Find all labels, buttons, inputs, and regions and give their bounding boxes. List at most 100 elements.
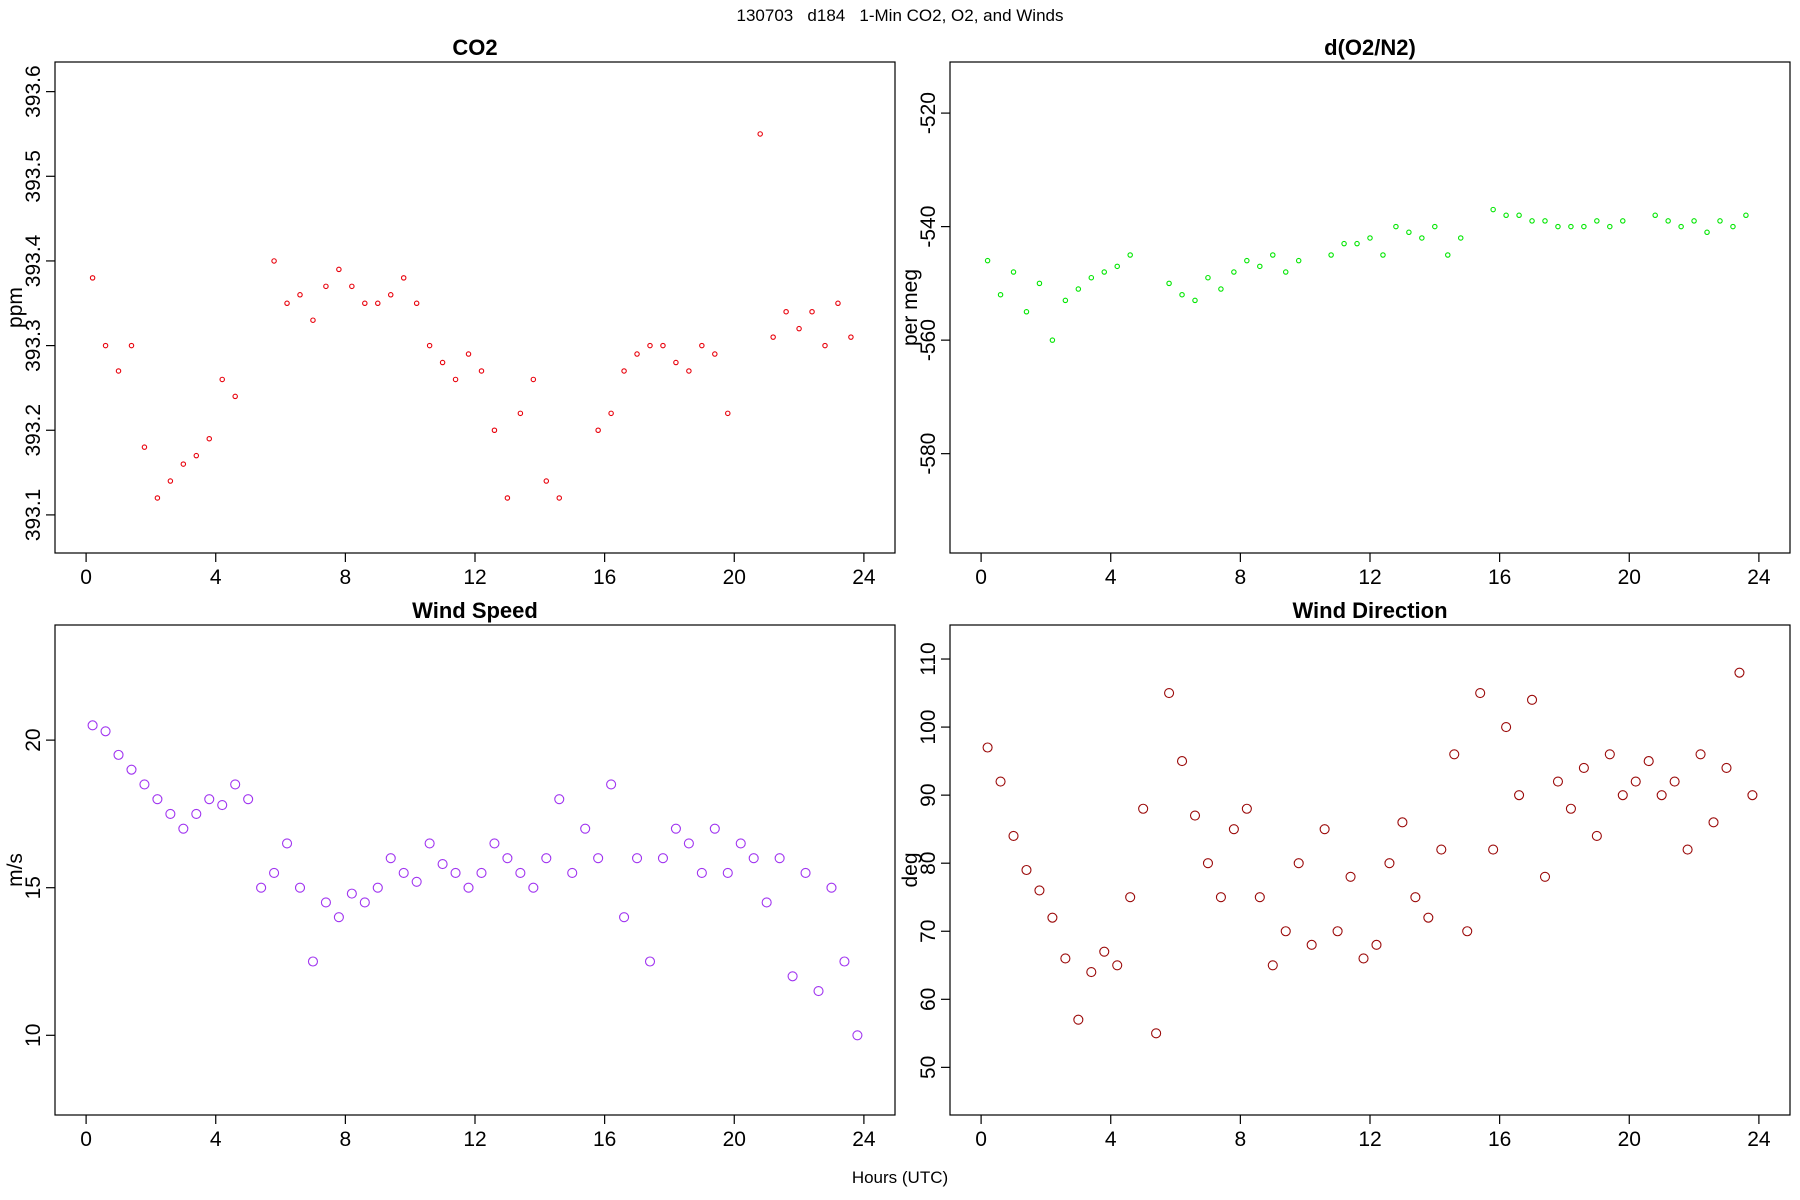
wind-speed-point: [139, 779, 150, 790]
o2n2-point: [1516, 212, 1522, 219]
co2-x-tick-label: 16: [593, 566, 616, 589]
co2-point: [757, 131, 763, 137]
wind-speed-point: [735, 838, 746, 849]
co2-point: [835, 300, 841, 307]
wind-speed-point: [670, 823, 681, 834]
o2n2-point: [1607, 223, 1613, 230]
wind-direction-point: [1371, 939, 1382, 950]
wind-direction-point: [1073, 1014, 1084, 1025]
co2-x-tick-label: 12: [463, 566, 486, 589]
wind-speed-point: [126, 764, 137, 775]
wind-direction-x-tick-label: 12: [1358, 1128, 1381, 1151]
o2n2-point: [1075, 286, 1082, 292]
wind-direction-point: [1189, 810, 1201, 821]
co2-y-tick-label: 393.6: [22, 65, 45, 118]
co2-point: [102, 342, 109, 349]
wind-speed-point: [580, 823, 591, 834]
o2n2-point: [1244, 257, 1250, 264]
o2n2-x-tick-label: 20: [1618, 566, 1641, 589]
co2-point: [595, 427, 601, 433]
wind-speed-point: [191, 808, 202, 819]
co2-point: [848, 334, 854, 340]
wind-direction-title: Wind Direction: [1292, 598, 1447, 623]
wind-direction-point: [1280, 926, 1291, 937]
wind-direction-point: [1669, 776, 1680, 787]
wind-speed-y-tick-label: 20: [22, 728, 45, 751]
co2-point: [530, 376, 537, 383]
wind-speed-x-tick-label: 16: [593, 1128, 616, 1151]
co2-point: [725, 410, 731, 417]
o2n2-point: [1205, 274, 1211, 281]
o2n2-y-tick-label: -540: [917, 206, 940, 248]
wind-direction-point: [1164, 688, 1175, 699]
wind-direction-point: [1436, 844, 1447, 855]
co2-point: [647, 342, 653, 349]
wind-speed-point: [307, 956, 319, 967]
wind-speed-point: [152, 794, 163, 805]
wind-speed-point: [346, 888, 357, 899]
co2-point: [491, 427, 498, 433]
wind-direction-point: [1358, 953, 1369, 964]
wind-speed-point: [320, 897, 331, 908]
co2-point: [770, 334, 776, 340]
wind-speed-point: [113, 749, 124, 760]
wind-speed-point: [683, 838, 694, 849]
co2-point: [400, 275, 407, 281]
co2-x-tick-label: 0: [80, 566, 92, 589]
wind-direction-point: [1617, 790, 1628, 801]
wind-speed-point: [826, 882, 837, 893]
wind-speed-point: [333, 912, 344, 923]
wind-speed-plot-frame: [54, 624, 896, 1116]
co2-point: [128, 342, 135, 349]
co2-x-tick-label: 8: [340, 566, 352, 589]
o2n2-y-tick-label: -520: [917, 92, 940, 134]
wind-direction-plot-frame: [949, 624, 1791, 1116]
co2-point: [323, 283, 329, 290]
co2-point: [154, 495, 161, 501]
wind-direction-y-tick-label: 110: [917, 642, 940, 675]
wind-direction-point: [1734, 667, 1745, 678]
wind-speed-point: [631, 853, 643, 864]
o2n2-point: [1062, 297, 1069, 304]
co2-point: [783, 308, 789, 315]
co2-point: [375, 300, 381, 307]
co2-y-tick-label: 393.1: [22, 489, 45, 542]
o2n2-point: [1328, 252, 1334, 258]
o2n2-point: [1257, 263, 1263, 270]
wind-speed-point: [217, 800, 228, 811]
wind-direction-x-tick-label: 20: [1618, 1128, 1641, 1151]
o2n2-point: [1036, 280, 1043, 287]
o2n2-point: [1568, 223, 1574, 230]
o2n2-point: [1665, 218, 1671, 224]
co2-y-tick-label: 393.5: [22, 150, 45, 203]
wind-speed-panel: Wind Speed 0 4 8 12 16 20 24 10 15 20 m/s: [4, 598, 896, 1151]
wind-speed-point: [722, 867, 733, 879]
co2-point: [809, 308, 815, 315]
wind-speed-point: [593, 853, 604, 864]
co2-point: [426, 342, 433, 349]
wind-speed-point: [450, 867, 461, 879]
wind-speed-point: [554, 794, 565, 805]
wind-speed-point: [411, 876, 422, 887]
wind-direction-point: [1112, 960, 1123, 971]
wind-direction-y-tick-label: 80: [917, 852, 940, 875]
wind-speed-point: [709, 823, 720, 834]
o2n2-x-tick-label: 24: [1747, 566, 1771, 589]
wind-speed-point: [256, 882, 267, 893]
o2n2-point: [1367, 235, 1373, 241]
co2-point: [634, 351, 640, 357]
co2-point: [310, 317, 316, 323]
wind-direction-point: [1578, 762, 1589, 773]
o2n2-point: [1192, 297, 1198, 304]
co2-point: [413, 300, 420, 307]
wind-direction-point: [1475, 688, 1486, 699]
wind-direction-point: [1449, 749, 1460, 760]
wind-speed-point: [476, 867, 487, 879]
o2n2-point: [1270, 252, 1276, 258]
o2n2-point: [1295, 257, 1302, 264]
wind-speed-point: [204, 794, 215, 805]
wind-speed-y-axis-label: m/s: [4, 853, 27, 887]
o2n2-point: [1620, 218, 1626, 224]
o2n2-point: [1023, 309, 1030, 315]
